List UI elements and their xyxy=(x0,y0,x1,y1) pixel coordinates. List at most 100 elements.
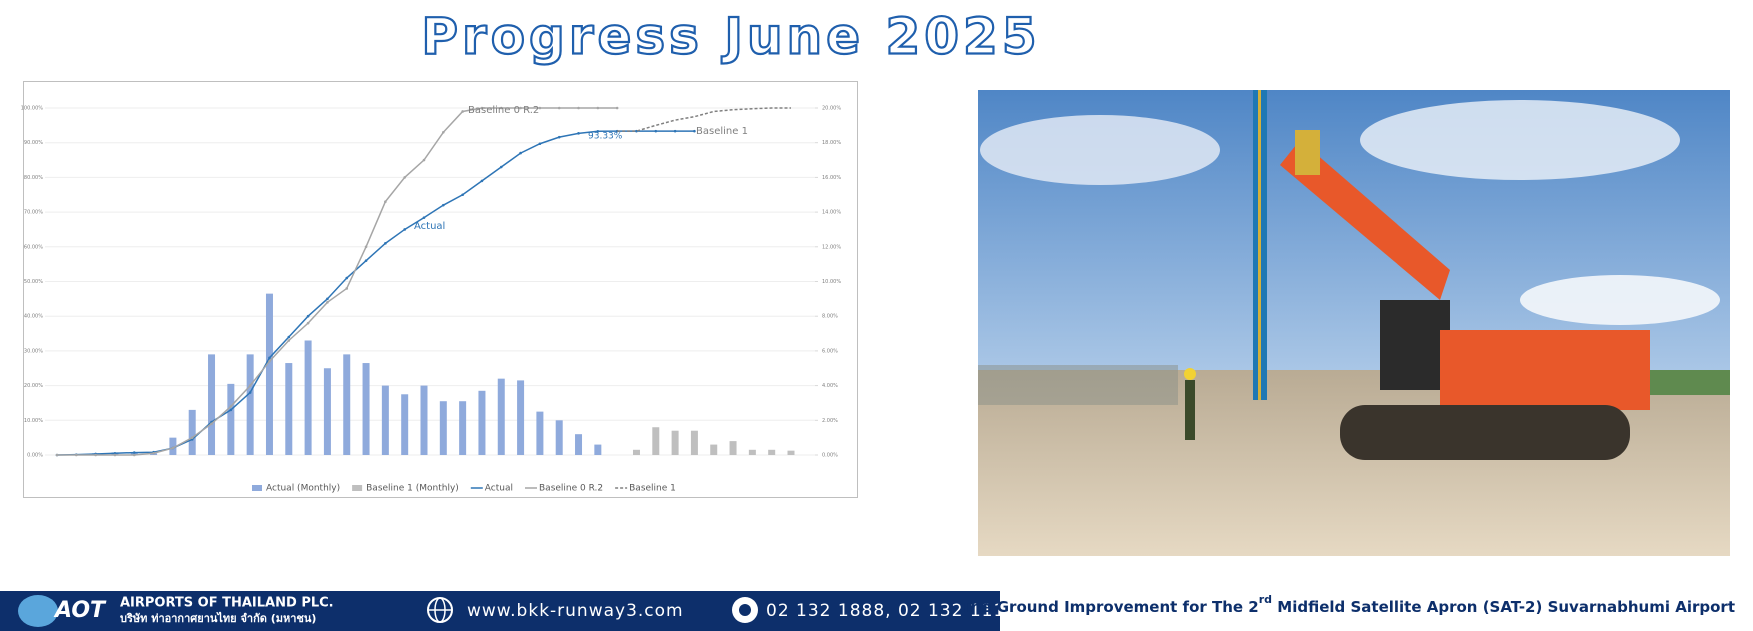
bar xyxy=(632,449,640,455)
bar xyxy=(594,444,602,455)
bar xyxy=(362,363,370,455)
point xyxy=(538,142,542,146)
point xyxy=(422,158,426,162)
point xyxy=(55,453,59,457)
project-title: The Ground Improvement for The 2rd Midfi… xyxy=(960,593,1735,616)
point xyxy=(557,106,561,110)
point xyxy=(364,245,368,249)
y-tick-label: 70.00% xyxy=(24,210,43,216)
y2-tick-label: 18.00% xyxy=(822,140,841,146)
photo xyxy=(978,90,1730,556)
bar xyxy=(188,409,196,455)
point xyxy=(94,453,97,457)
point xyxy=(480,179,484,183)
bar xyxy=(787,450,795,455)
legend-label: Baseline 1 (Monthly) xyxy=(366,484,459,494)
legend-swatch xyxy=(352,485,363,491)
point xyxy=(499,165,503,169)
y2-tick-label: 0.00% xyxy=(822,453,838,459)
bar xyxy=(285,363,293,455)
point xyxy=(287,335,291,339)
point xyxy=(268,360,271,363)
bar xyxy=(459,401,467,455)
bar xyxy=(246,354,254,455)
website: www.bkk-runway3.com xyxy=(467,601,684,621)
point xyxy=(229,405,233,408)
annotation: Baseline 1 xyxy=(696,126,748,137)
legend-label: Actual (Monthly) xyxy=(266,484,340,494)
y2-tick-label: 10.00% xyxy=(822,279,841,285)
phone: 02 132 1888, 02 132 1111-2 xyxy=(766,601,1036,621)
y2-tick-label: 16.00% xyxy=(822,175,841,181)
project-text: The Ground Improvement for The 2 xyxy=(960,598,1258,616)
bar xyxy=(517,380,525,455)
bar xyxy=(652,427,660,455)
point xyxy=(461,193,464,197)
bar xyxy=(768,449,776,455)
chart: 0.00% 10.00% 20.00% 30.00% 40.00% 50.00% 60.00… xyxy=(21,105,842,494)
point xyxy=(364,259,368,262)
bar xyxy=(729,441,737,455)
bar xyxy=(748,449,756,455)
y2-tick-label: 4.00% xyxy=(822,383,838,389)
y-tick-label: 50.00% xyxy=(24,279,43,285)
point xyxy=(461,110,464,113)
y-tick-label: 30.00% xyxy=(24,348,43,354)
bar xyxy=(439,401,447,455)
point xyxy=(596,129,600,133)
bar xyxy=(323,368,331,455)
bar xyxy=(265,293,273,455)
point xyxy=(538,106,542,110)
bar xyxy=(710,444,718,455)
y2-tick-label: 2.00% xyxy=(822,418,838,424)
point xyxy=(345,287,349,290)
point xyxy=(557,135,561,139)
bar xyxy=(208,354,216,455)
bar xyxy=(690,430,698,455)
point xyxy=(654,129,658,133)
y-tick-label: 90.00% xyxy=(24,140,43,146)
point xyxy=(596,106,600,110)
point xyxy=(171,446,175,450)
line xyxy=(617,107,791,132)
bar xyxy=(536,411,544,455)
point xyxy=(132,451,136,454)
point xyxy=(306,321,310,325)
bar xyxy=(671,430,679,455)
y2-tick-label: 20.00% xyxy=(822,106,841,112)
y-tick-label: 80.00% xyxy=(24,175,43,181)
legend-label: Baseline 0 R.2 xyxy=(539,484,603,494)
point xyxy=(519,106,522,110)
y2-tick-label: 14.00% xyxy=(822,210,841,216)
point xyxy=(693,129,696,133)
point xyxy=(499,106,503,110)
bar xyxy=(575,434,583,455)
point xyxy=(268,356,271,360)
y2-tick-label: 12.00% xyxy=(822,244,841,250)
point xyxy=(384,242,387,245)
y-tick-label: 10.00% xyxy=(24,418,43,424)
bar xyxy=(227,383,235,455)
company: AIRPORTS OF THAILAND PLC. xyxy=(120,596,334,611)
point xyxy=(519,151,522,155)
point xyxy=(403,228,406,231)
point xyxy=(577,106,580,110)
bar xyxy=(478,390,486,455)
point xyxy=(248,391,252,394)
bar xyxy=(401,394,409,455)
point xyxy=(480,106,484,110)
bar xyxy=(381,385,389,455)
logo: AOT xyxy=(53,598,107,623)
company-thai: บริษัท ท่าอากาศยานไทย จำกัด (มหาชน) xyxy=(120,611,316,625)
point xyxy=(326,301,329,304)
point xyxy=(152,451,155,455)
legend-label: Baseline 1 xyxy=(629,484,676,494)
point xyxy=(132,453,136,457)
point xyxy=(384,200,387,203)
point xyxy=(442,203,445,207)
point xyxy=(248,384,252,387)
point xyxy=(306,314,310,318)
bar xyxy=(169,437,177,455)
point xyxy=(75,453,78,457)
